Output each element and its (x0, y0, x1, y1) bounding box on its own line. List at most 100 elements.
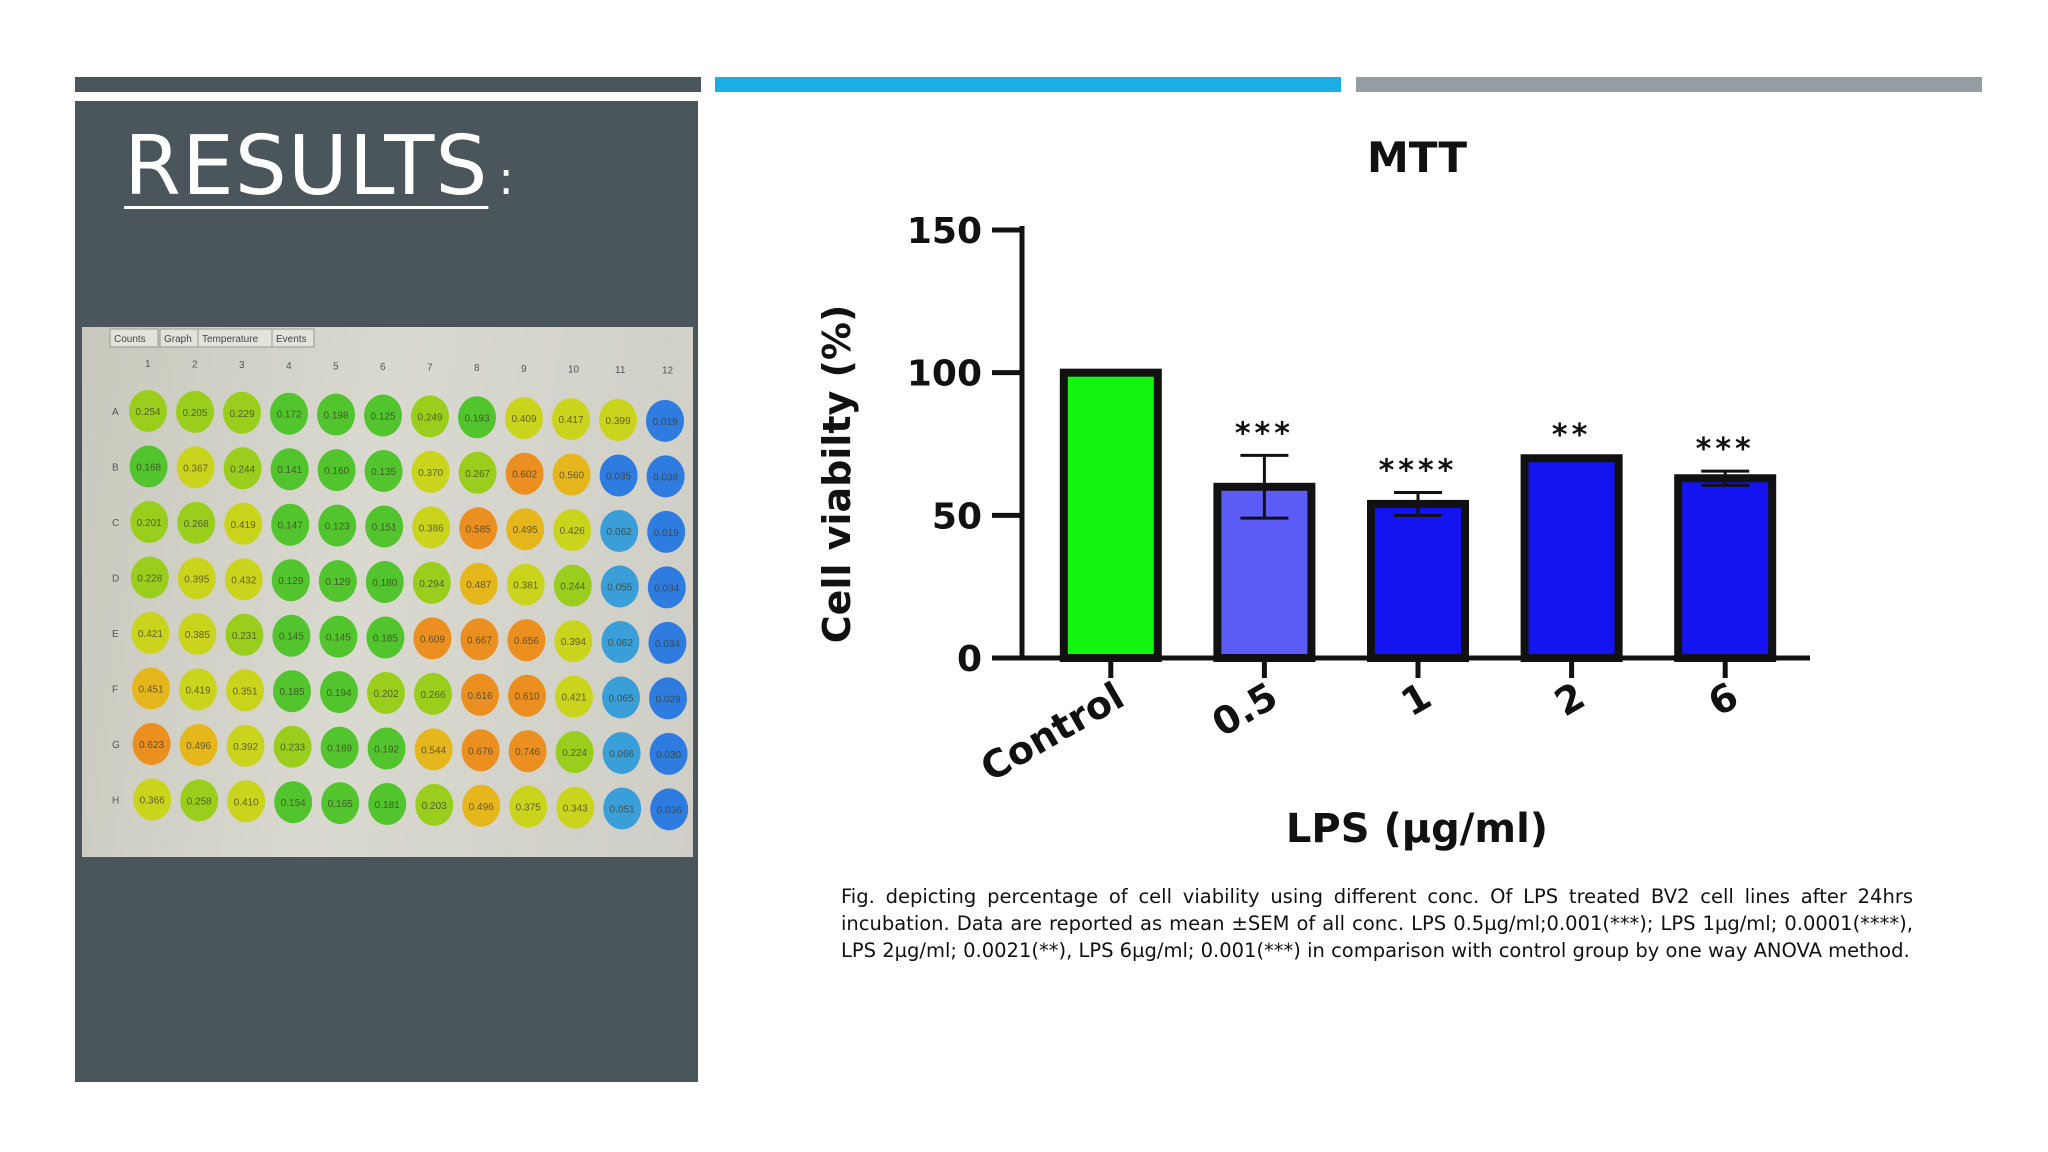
plate-column-label: 6 (380, 362, 386, 373)
plate-column-label: 1 (145, 359, 151, 370)
plate-well (179, 668, 217, 711)
plate-well (459, 562, 498, 605)
accent-strip-dark (75, 77, 701, 92)
plate-well-value: 0.487 (466, 580, 491, 591)
plate-well (177, 557, 216, 600)
plate-tab-label: Events (276, 334, 307, 345)
plate-well (646, 399, 684, 442)
plate-well-value: 0.419 (231, 520, 256, 531)
plate-well (460, 618, 499, 661)
plate-well (270, 448, 309, 491)
significance-label: ** (1552, 418, 1591, 453)
plate-well-value: 0.267 (465, 469, 490, 480)
plate-well (273, 725, 312, 768)
plate-well (647, 510, 686, 553)
plate-well (364, 394, 402, 437)
plate-well-value: 0.193 (464, 413, 489, 424)
plate-well (321, 782, 360, 825)
plate-well (319, 615, 358, 658)
plate-well (130, 501, 169, 543)
plate-well-value: 0.129 (325, 577, 350, 588)
plate-well-value: 0.419 (185, 685, 210, 696)
x-tick-label: 1 (1394, 674, 1439, 725)
bar-1 (1367, 499, 1469, 663)
plate-well-value: 0.254 (135, 407, 160, 418)
plate-well (272, 614, 311, 657)
plate-well (273, 670, 311, 713)
plate-well-value: 0.194 (326, 688, 351, 699)
plate-well-value: 0.343 (563, 804, 588, 815)
slide-title: RESULTS: (124, 119, 515, 214)
plate-well-value: 0.165 (328, 799, 353, 810)
plate-well-value: 0.160 (324, 466, 349, 477)
plate-well-value: 0.029 (655, 694, 680, 705)
plate-well-value: 0.135 (371, 467, 396, 478)
plate-well (225, 613, 264, 656)
plate-well-value: 0.544 (421, 745, 446, 756)
plate-well (553, 564, 592, 607)
plate-well-value: 0.426 (560, 526, 585, 537)
plate-row-label: F (112, 685, 118, 696)
plate-well (320, 726, 359, 769)
plate-well-value: 0.034 (654, 583, 679, 594)
plate-well-value: 0.229 (229, 409, 254, 420)
plate-well-value: 0.496 (186, 741, 211, 752)
plate-column-label: 9 (521, 364, 527, 375)
plate-well-value: 0.394 (561, 637, 586, 648)
plate-row-label: G (112, 740, 120, 751)
plate-well (129, 390, 167, 432)
plate-well-value: 0.201 (137, 518, 162, 529)
plate-well-value: 0.038 (653, 472, 678, 483)
plate-well (132, 723, 171, 765)
plate-well (414, 672, 452, 715)
plate-row-label: C (112, 518, 119, 529)
plate-well-value: 0.381 (513, 581, 538, 592)
plate-well-value: 0.030 (656, 750, 681, 761)
plate-well-value: 0.233 (280, 743, 305, 754)
plate-well (649, 677, 687, 720)
plate-well (223, 447, 262, 490)
plate-well-value: 0.496 (469, 802, 494, 813)
plate-well (180, 779, 219, 822)
plate-well (554, 620, 593, 663)
plate-row-label: E (112, 629, 119, 640)
plate-well (178, 612, 217, 655)
plate-well (552, 453, 591, 496)
plate-well-value: 0.055 (607, 583, 632, 594)
plate-well (367, 672, 405, 714)
significance-label: **** (1379, 454, 1458, 489)
plate-well (274, 781, 313, 824)
plate-well (412, 506, 451, 549)
plate-well (602, 676, 640, 719)
plate-well-value: 0.244 (230, 464, 255, 475)
plate-well-value: 0.244 (560, 582, 585, 593)
plate-column-label: 12 (662, 366, 674, 377)
plate-well (458, 396, 496, 439)
plate-well (411, 395, 449, 438)
plate-well (461, 673, 499, 716)
plate-well (505, 397, 543, 440)
plate-well (179, 723, 218, 766)
plate-well (317, 393, 355, 436)
plate-well-value: 0.203 (422, 801, 447, 812)
plate-well-value: 0.198 (323, 411, 348, 422)
plate-well (318, 560, 357, 603)
plate-well (646, 455, 685, 498)
plate-well (414, 728, 453, 771)
plate-well-value: 0.192 (374, 745, 399, 756)
slide-title-colon: : (498, 151, 515, 205)
plate-well-value: 0.035 (606, 472, 631, 483)
plate-well-value: 0.451 (138, 685, 163, 696)
plate-well (368, 783, 407, 825)
plate-well-value: 0.168 (136, 463, 161, 474)
plate-reader-photo: Counts Graph Temperature Events 1 2 3 4 5 6 7 8 9 10 1… (82, 327, 693, 857)
plate-well-value: 0.667 (467, 635, 492, 646)
plate-well-value: 0.399 (605, 416, 630, 427)
plate-well (367, 727, 406, 770)
plate-well-value: 0.266 (420, 690, 445, 701)
plate-column-label: 8 (474, 363, 480, 374)
plate-well-value: 0.181 (375, 800, 400, 811)
plate-tab (271, 328, 315, 348)
plate-well (366, 616, 405, 659)
plate-well-value: 0.560 (559, 471, 584, 482)
